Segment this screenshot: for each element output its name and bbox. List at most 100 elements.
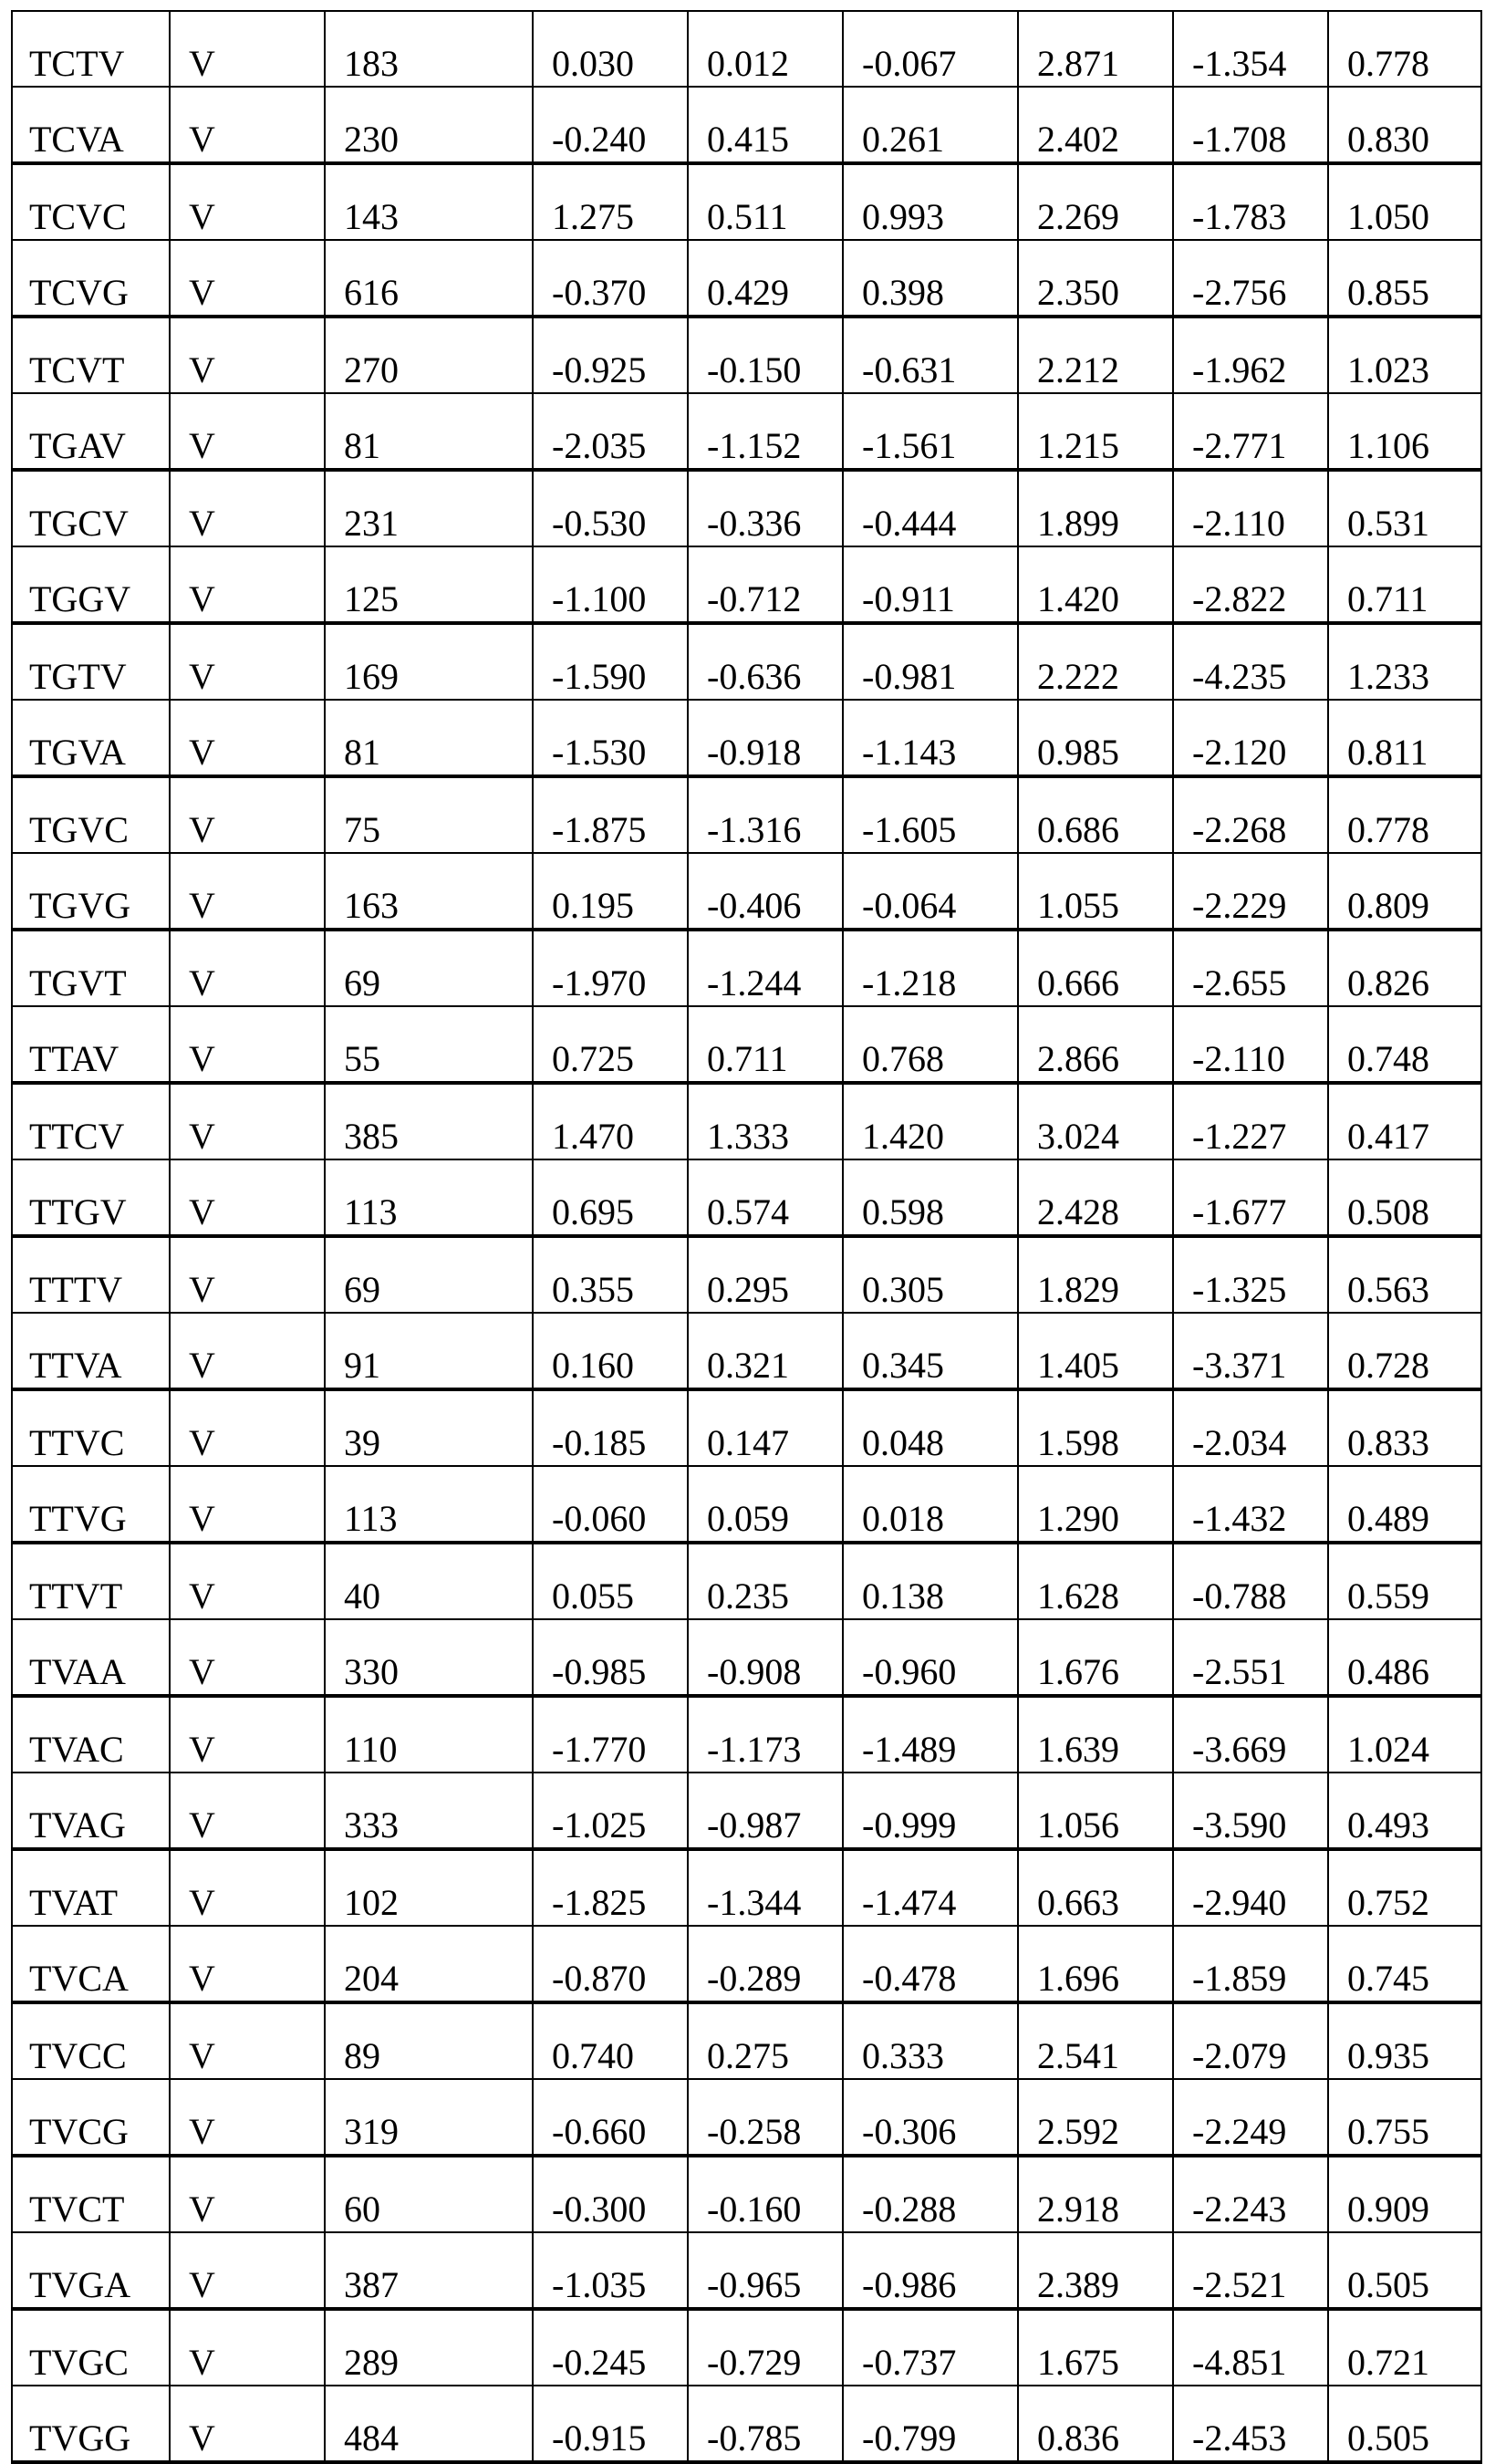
- cell-value-5: -1.962: [1173, 317, 1328, 393]
- cell-class: V: [170, 2156, 325, 2232]
- cell-value-2: 0.711: [688, 1006, 843, 1083]
- cell-value-2: -0.965: [688, 2232, 843, 2309]
- cell-count: 110: [325, 1696, 533, 1773]
- table-row: TVGAV387-1.035-0.965-0.9862.389-2.5210.5…: [12, 2232, 1481, 2309]
- cell-value-1: -0.985: [533, 1619, 688, 1696]
- cell-value-6: 0.833: [1328, 1389, 1481, 1466]
- table-row: TVCAV204-0.870-0.289-0.4781.696-1.8590.7…: [12, 1926, 1481, 2002]
- cell-value-1: -1.025: [533, 1773, 688, 1849]
- cell-sequence: TGVG: [12, 853, 170, 930]
- cell-value-1: -1.530: [533, 700, 688, 776]
- cell-class: V: [170, 546, 325, 623]
- cell-class: V: [170, 1083, 325, 1159]
- cell-value-5: -2.110: [1173, 470, 1328, 546]
- cell-sequence: TCVG: [12, 240, 170, 317]
- cell-value-5: -2.110: [1173, 1006, 1328, 1083]
- cell-value-6: 0.728: [1328, 1313, 1481, 1389]
- cell-value-1: 0.725: [533, 1006, 688, 1083]
- cell-class: V: [170, 1849, 325, 1926]
- cell-value-1: -1.875: [533, 776, 688, 853]
- cell-sequence: TCVA: [12, 87, 170, 163]
- cell-value-4: 1.628: [1018, 1543, 1173, 1619]
- cell-value-2: -1.244: [688, 930, 843, 1006]
- cell-sequence: TCVC: [12, 163, 170, 240]
- cell-value-2: -0.729: [688, 2309, 843, 2386]
- cell-value-3: -0.911: [843, 546, 1018, 623]
- cell-value-3: -0.444: [843, 470, 1018, 546]
- table-body: TCTVV1830.0300.012-0.0672.871-1.3540.778…: [12, 11, 1481, 2462]
- cell-value-2: -0.785: [688, 2386, 843, 2462]
- cell-sequence: TTAV: [12, 1006, 170, 1083]
- cell-value-6: 1.233: [1328, 623, 1481, 700]
- cell-value-6: 0.531: [1328, 470, 1481, 546]
- cell-value-6: 0.935: [1328, 2002, 1481, 2079]
- cell-value-2: 0.574: [688, 1159, 843, 1236]
- cell-class: V: [170, 1696, 325, 1773]
- cell-class: V: [170, 1619, 325, 1696]
- cell-value-3: -1.561: [843, 393, 1018, 470]
- cell-value-4: 2.428: [1018, 1159, 1173, 1236]
- cell-value-3: 0.768: [843, 1006, 1018, 1083]
- cell-value-6: 0.505: [1328, 2232, 1481, 2309]
- cell-value-6: 0.909: [1328, 2156, 1481, 2232]
- cell-value-6: 0.748: [1328, 1006, 1481, 1083]
- cell-value-2: -0.160: [688, 2156, 843, 2232]
- cell-class: V: [170, 1773, 325, 1849]
- cell-value-6: 0.417: [1328, 1083, 1481, 1159]
- cell-value-5: -2.034: [1173, 1389, 1328, 1466]
- cell-value-6: 0.826: [1328, 930, 1481, 1006]
- cell-value-5: -2.249: [1173, 2079, 1328, 2156]
- cell-value-2: -1.316: [688, 776, 843, 853]
- cell-value-3: -1.474: [843, 1849, 1018, 1926]
- cell-value-2: -0.258: [688, 2079, 843, 2156]
- cell-value-4: 0.985: [1018, 700, 1173, 776]
- table-row: TTVTV400.0550.2350.1381.628-0.7880.559: [12, 1543, 1481, 1619]
- cell-value-1: -2.035: [533, 393, 688, 470]
- cell-sequence: TVCG: [12, 2079, 170, 2156]
- cell-sequence: TTVT: [12, 1543, 170, 1619]
- cell-value-4: 0.666: [1018, 930, 1173, 1006]
- cell-value-6: 0.752: [1328, 1849, 1481, 1926]
- cell-value-6: 0.493: [1328, 1773, 1481, 1849]
- cell-value-6: 1.023: [1328, 317, 1481, 393]
- cell-value-5: -1.677: [1173, 1159, 1328, 1236]
- cell-count: 270: [325, 317, 533, 393]
- cell-value-2: -0.406: [688, 853, 843, 930]
- cell-value-2: 0.147: [688, 1389, 843, 1466]
- cell-value-5: -4.235: [1173, 623, 1328, 700]
- cell-value-2: -1.173: [688, 1696, 843, 1773]
- cell-value-5: -2.822: [1173, 546, 1328, 623]
- cell-value-1: -0.245: [533, 2309, 688, 2386]
- cell-sequence: TTCV: [12, 1083, 170, 1159]
- cell-class: V: [170, 2079, 325, 2156]
- cell-value-5: -0.788: [1173, 1543, 1328, 1619]
- cell-value-3: -0.288: [843, 2156, 1018, 2232]
- cell-sequence: TGAV: [12, 393, 170, 470]
- table-row: TGCVV231-0.530-0.336-0.4441.899-2.1100.5…: [12, 470, 1481, 546]
- cell-value-4: 1.696: [1018, 1926, 1173, 2002]
- cell-value-3: -0.067: [843, 11, 1018, 87]
- table-row: TTTVV690.3550.2950.3051.829-1.3250.563: [12, 1236, 1481, 1313]
- table-row: TVAAV330-0.985-0.908-0.9601.676-2.5510.4…: [12, 1619, 1481, 1696]
- cell-value-1: 0.195: [533, 853, 688, 930]
- table-row: TGVTV69-1.970-1.244-1.2180.666-2.6550.82…: [12, 930, 1481, 1006]
- cell-sequence: TTVA: [12, 1313, 170, 1389]
- cell-value-2: -0.908: [688, 1619, 843, 1696]
- table-row: TTGVV1130.6950.5740.5982.428-1.6770.508: [12, 1159, 1481, 1236]
- cell-value-4: 2.541: [1018, 2002, 1173, 2079]
- cell-sequence: TVAC: [12, 1696, 170, 1773]
- cell-value-2: 0.429: [688, 240, 843, 317]
- cell-sequence: TGVT: [12, 930, 170, 1006]
- cell-class: V: [170, 2309, 325, 2386]
- cell-value-4: 2.918: [1018, 2156, 1173, 2232]
- cell-count: 319: [325, 2079, 533, 2156]
- table-row: TGVCV75-1.875-1.316-1.6050.686-2.2680.77…: [12, 776, 1481, 853]
- cell-value-5: -3.371: [1173, 1313, 1328, 1389]
- cell-value-5: -2.243: [1173, 2156, 1328, 2232]
- cell-value-1: 0.355: [533, 1236, 688, 1313]
- cell-value-1: 1.470: [533, 1083, 688, 1159]
- cell-count: 40: [325, 1543, 533, 1619]
- cell-class: V: [170, 1006, 325, 1083]
- cell-value-2: -0.150: [688, 317, 843, 393]
- cell-value-3: 0.993: [843, 163, 1018, 240]
